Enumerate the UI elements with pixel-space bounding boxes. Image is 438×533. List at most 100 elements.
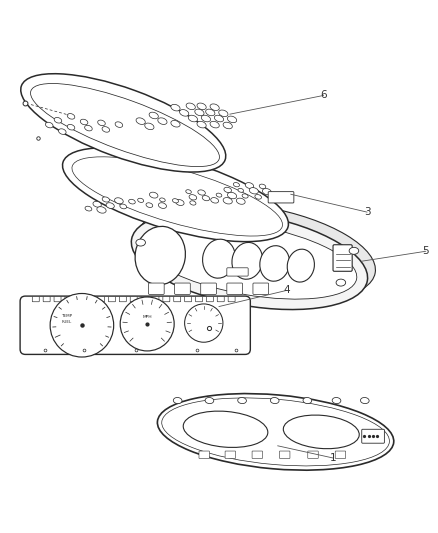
Ellipse shape	[93, 201, 101, 207]
Ellipse shape	[97, 207, 106, 213]
Ellipse shape	[183, 411, 268, 447]
Ellipse shape	[31, 84, 219, 167]
Ellipse shape	[259, 184, 266, 189]
Text: 1: 1	[330, 453, 336, 463]
Ellipse shape	[176, 199, 184, 206]
Ellipse shape	[115, 198, 123, 204]
Ellipse shape	[233, 182, 240, 187]
Ellipse shape	[238, 188, 244, 192]
Ellipse shape	[260, 246, 290, 281]
Ellipse shape	[227, 192, 237, 199]
Ellipse shape	[171, 104, 180, 111]
FancyBboxPatch shape	[76, 296, 83, 302]
Ellipse shape	[162, 398, 389, 466]
Ellipse shape	[72, 157, 283, 236]
Ellipse shape	[46, 122, 53, 128]
Ellipse shape	[54, 117, 62, 123]
Ellipse shape	[270, 398, 279, 403]
Ellipse shape	[283, 415, 359, 449]
Ellipse shape	[189, 195, 197, 200]
FancyBboxPatch shape	[20, 296, 251, 354]
Ellipse shape	[197, 122, 206, 128]
FancyBboxPatch shape	[308, 451, 318, 458]
FancyBboxPatch shape	[152, 296, 159, 302]
Ellipse shape	[120, 297, 174, 351]
Ellipse shape	[59, 129, 66, 134]
FancyBboxPatch shape	[32, 296, 39, 302]
Ellipse shape	[120, 204, 127, 209]
Ellipse shape	[149, 112, 158, 119]
FancyBboxPatch shape	[253, 283, 268, 294]
Ellipse shape	[142, 221, 357, 299]
Ellipse shape	[136, 118, 145, 124]
Ellipse shape	[349, 247, 359, 254]
FancyBboxPatch shape	[252, 451, 262, 458]
Ellipse shape	[232, 243, 263, 279]
FancyBboxPatch shape	[225, 451, 236, 458]
Ellipse shape	[245, 183, 254, 189]
Ellipse shape	[188, 115, 198, 122]
Ellipse shape	[115, 122, 123, 127]
FancyBboxPatch shape	[227, 268, 248, 276]
Text: 4: 4	[283, 286, 290, 295]
FancyBboxPatch shape	[163, 296, 170, 302]
Ellipse shape	[223, 122, 232, 129]
FancyBboxPatch shape	[185, 296, 191, 302]
FancyBboxPatch shape	[54, 296, 61, 302]
Ellipse shape	[210, 122, 219, 128]
FancyBboxPatch shape	[174, 296, 181, 302]
Ellipse shape	[202, 196, 210, 201]
Ellipse shape	[129, 199, 135, 204]
FancyBboxPatch shape	[109, 296, 116, 302]
Ellipse shape	[50, 294, 114, 357]
Ellipse shape	[224, 187, 232, 192]
Ellipse shape	[145, 123, 154, 130]
Ellipse shape	[85, 125, 92, 131]
Ellipse shape	[67, 124, 75, 130]
Ellipse shape	[80, 119, 88, 125]
Ellipse shape	[173, 199, 179, 203]
FancyBboxPatch shape	[65, 296, 72, 302]
Ellipse shape	[106, 203, 114, 208]
Ellipse shape	[186, 103, 195, 110]
FancyBboxPatch shape	[335, 451, 346, 458]
Ellipse shape	[98, 120, 105, 126]
Ellipse shape	[210, 104, 219, 110]
Ellipse shape	[63, 148, 289, 241]
Ellipse shape	[195, 109, 204, 116]
Text: 6: 6	[320, 91, 327, 100]
Ellipse shape	[205, 398, 214, 403]
Ellipse shape	[242, 194, 248, 198]
FancyBboxPatch shape	[227, 283, 243, 294]
Ellipse shape	[336, 279, 346, 286]
Ellipse shape	[332, 398, 341, 403]
Ellipse shape	[227, 116, 237, 123]
Text: MPH: MPH	[142, 315, 152, 319]
Ellipse shape	[149, 192, 158, 198]
FancyBboxPatch shape	[268, 192, 294, 203]
Ellipse shape	[360, 398, 369, 403]
Ellipse shape	[186, 190, 191, 193]
FancyBboxPatch shape	[217, 296, 224, 302]
FancyBboxPatch shape	[130, 296, 137, 302]
FancyBboxPatch shape	[201, 283, 216, 294]
FancyBboxPatch shape	[141, 296, 148, 302]
Ellipse shape	[131, 211, 367, 310]
Text: FUEL: FUEL	[62, 320, 72, 324]
Ellipse shape	[139, 203, 375, 302]
FancyBboxPatch shape	[98, 296, 105, 302]
Ellipse shape	[197, 103, 206, 110]
Ellipse shape	[102, 127, 110, 132]
Ellipse shape	[102, 197, 110, 202]
Ellipse shape	[136, 239, 145, 246]
Text: 3: 3	[364, 207, 370, 217]
Ellipse shape	[159, 203, 166, 208]
Ellipse shape	[198, 190, 205, 195]
Ellipse shape	[249, 188, 258, 194]
FancyBboxPatch shape	[148, 283, 164, 294]
Ellipse shape	[287, 249, 314, 282]
FancyBboxPatch shape	[87, 296, 94, 302]
Ellipse shape	[135, 227, 185, 285]
Ellipse shape	[211, 198, 219, 203]
Ellipse shape	[262, 189, 272, 195]
